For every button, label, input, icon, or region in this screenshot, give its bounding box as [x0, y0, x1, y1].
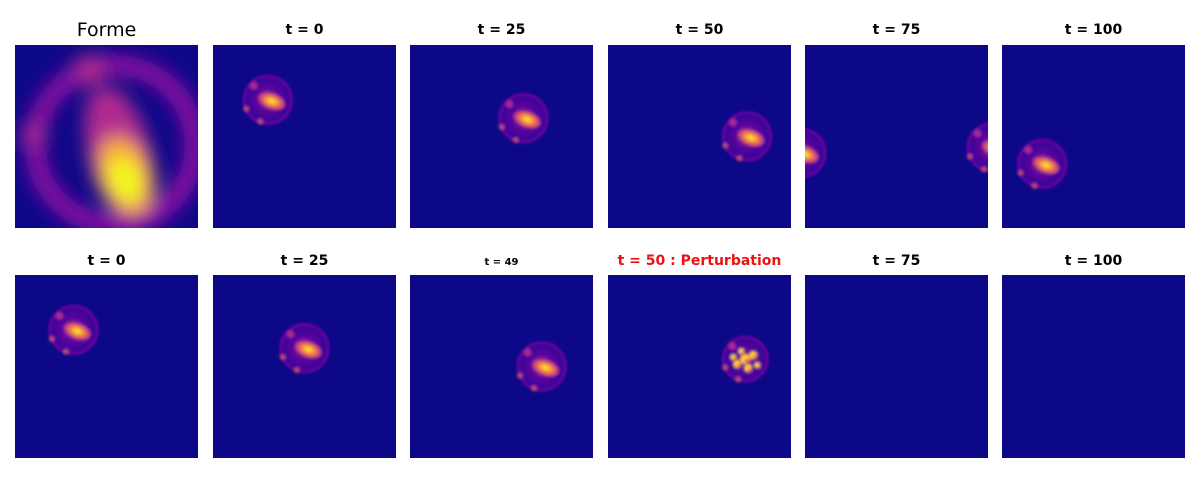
heatmap-background: [213, 45, 396, 228]
heatmap-image: [15, 45, 198, 228]
heatmap-background: [1002, 45, 1185, 228]
heatmap-image: [608, 45, 791, 228]
heatmap-blob: [964, 120, 988, 175]
heatmap-image: [1002, 275, 1185, 458]
panel-title: t = 50: [675, 22, 724, 38]
heatmap-blob: [46, 302, 101, 357]
panel-title: t = 0: [87, 253, 126, 269]
panel-title: t = 0: [285, 22, 324, 38]
heatmap-image: [15, 275, 198, 458]
heatmap-blob: [496, 91, 551, 146]
panel-title: t = 25: [280, 253, 329, 269]
heatmap-blob: [720, 334, 771, 385]
panel-title: t = 25: [477, 22, 526, 38]
heatmap-background: [805, 45, 988, 228]
heatmap-image: [1002, 45, 1185, 228]
panel-title: t = 100: [1064, 22, 1123, 38]
heatmap-blob: [240, 72, 295, 127]
heatmap-background: [15, 275, 198, 458]
heatmap-blob: [514, 339, 569, 394]
forme-pattern: [21, 54, 198, 228]
heatmap-image: [805, 45, 988, 228]
heatmap-image: [805, 275, 988, 458]
heatmap-image: [608, 275, 791, 458]
heatmap-blob: [277, 321, 332, 376]
panel-title: t = 49: [484, 257, 519, 268]
panel-title: t = 75: [872, 253, 921, 269]
heatmap-blob: [805, 126, 829, 180]
panel-title: t = 75: [872, 22, 921, 38]
heatmap-background: [410, 45, 593, 228]
heatmap-image: [410, 45, 593, 228]
panel-title: t = 50 : Perturbation: [617, 253, 782, 269]
heatmap-image: [213, 45, 396, 228]
heatmap-blob: [720, 109, 774, 164]
panel-title: Forme: [76, 19, 137, 41]
heatmap-background: [805, 275, 988, 458]
heatmap-background: [1002, 275, 1185, 458]
heatmap-image: [410, 275, 593, 458]
panel-title: t = 100: [1064, 253, 1123, 269]
heatmap-blob: [1015, 137, 1070, 191]
heatmap-image: [213, 275, 396, 458]
